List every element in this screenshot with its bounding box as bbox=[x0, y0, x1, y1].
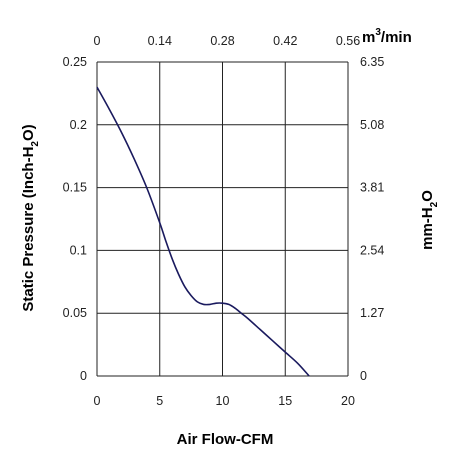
series-layer bbox=[96, 86, 310, 377]
y-axis-title-subscript: 2 bbox=[30, 141, 41, 147]
y2-axis-title: mm-H2O bbox=[419, 190, 440, 250]
top-axis-unit-part3: /min bbox=[381, 29, 412, 46]
series-line bbox=[96, 86, 310, 377]
y2-tick-label: 2.54 bbox=[360, 243, 384, 257]
x2-tick-label: 0 bbox=[94, 34, 101, 48]
y-tick-label: 0.15 bbox=[63, 181, 87, 195]
x-tick-label: 0 bbox=[94, 394, 101, 408]
y2-axis-title-subscript: 2 bbox=[429, 201, 440, 207]
y-tick-label: 0.25 bbox=[63, 55, 87, 69]
x-axis-title: Air Flow-CFM bbox=[177, 431, 274, 448]
x2-tick-label: 0.28 bbox=[210, 34, 234, 48]
x2-tick-label: 0.42 bbox=[273, 34, 297, 48]
x2-tick-label: 0.56 bbox=[336, 34, 360, 48]
y-tick-label: 0.1 bbox=[70, 243, 87, 257]
x2-tick-label: 0.14 bbox=[148, 34, 172, 48]
top-axis-unit-superscript: 3 bbox=[375, 27, 381, 38]
tick-labels: 0 5 10 15 20 0 0.14 0.28 0.42 0.56 0 0.05 0.1 0.15 0.2… bbox=[63, 34, 385, 408]
grid bbox=[96, 61, 349, 377]
y-tick-label: 0.05 bbox=[63, 306, 87, 320]
y2-tick-label: 5.08 bbox=[360, 118, 384, 132]
y2-axis-title-part3: O bbox=[419, 190, 436, 202]
y-tick-label: 0 bbox=[80, 369, 87, 383]
y-axis-title-part1: Static Pressure (Inch-H bbox=[20, 147, 37, 312]
y2-axis-title-part1: mm-H bbox=[419, 207, 436, 250]
x-tick-label: 20 bbox=[341, 394, 355, 408]
x-tick-label: 15 bbox=[278, 394, 292, 408]
top-axis-unit-label: m3/min bbox=[362, 27, 412, 46]
y2-tick-label: 6.35 bbox=[360, 55, 384, 69]
y2-tick-label: 1.27 bbox=[360, 306, 384, 320]
top-axis-unit-part1: m bbox=[362, 29, 375, 46]
y2-tick-label: 3.81 bbox=[360, 181, 384, 195]
y-axis-title-part3: O) bbox=[20, 124, 37, 141]
x-tick-label: 5 bbox=[156, 394, 163, 408]
y-axis-title: Static Pressure (Inch-H2O) bbox=[20, 124, 41, 311]
y2-tick-label: 0 bbox=[360, 369, 367, 383]
x-tick-label: 10 bbox=[216, 394, 230, 408]
y-tick-label: 0.2 bbox=[70, 118, 87, 132]
